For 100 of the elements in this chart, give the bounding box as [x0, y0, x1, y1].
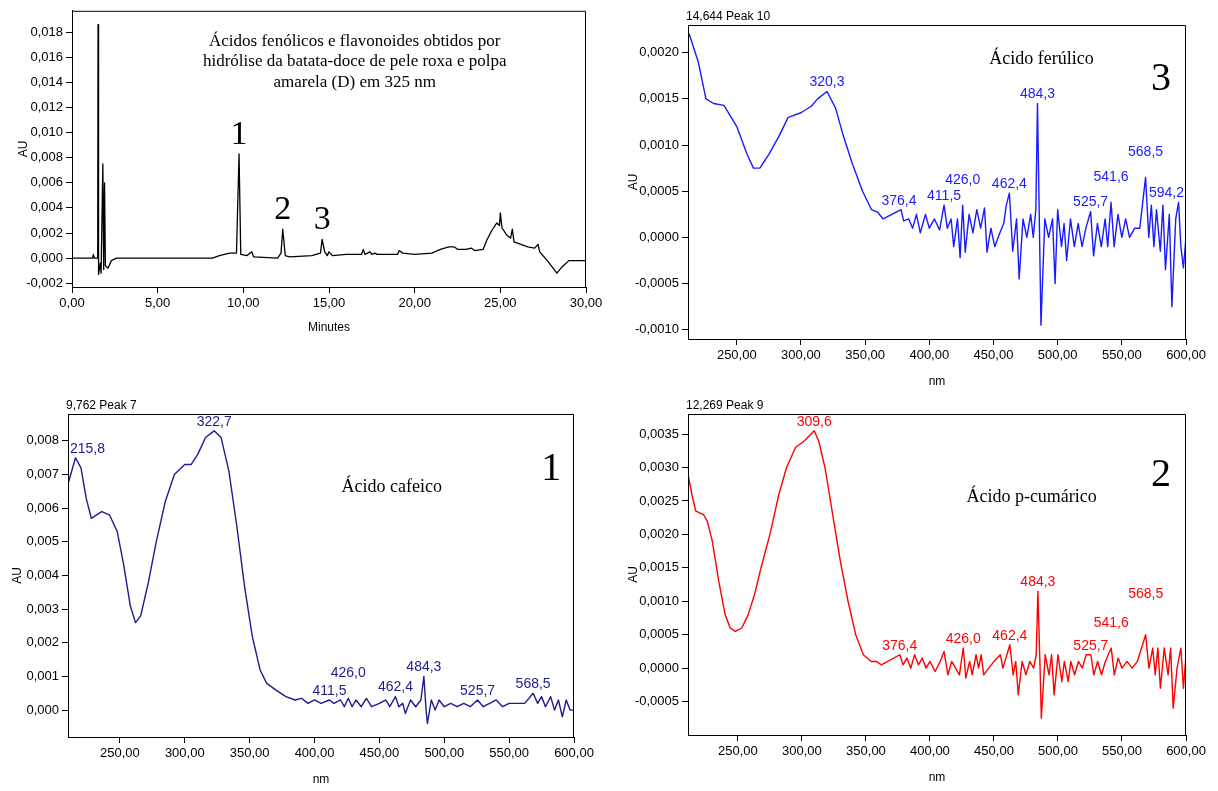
- x-axis-title: nm: [312, 772, 330, 787]
- y-tick-label: 0,012: [30, 99, 63, 115]
- x-tick-label: 5,00: [145, 295, 171, 311]
- y-tick-label: 0,0000: [639, 228, 679, 244]
- y-axis-title: AU: [9, 567, 24, 584]
- annotation: 462,4: [992, 626, 1028, 643]
- x-tick-label: 250,00: [718, 743, 758, 759]
- y-axis-title: AU: [15, 140, 30, 158]
- x-tick-label: 350,00: [229, 745, 270, 761]
- chart-title: 9,762 Peak 7: [66, 398, 138, 413]
- x-tick-label: 600,00: [1166, 743, 1206, 759]
- annotation: 525,7: [1073, 636, 1109, 653]
- x-axis-title: nm: [928, 770, 946, 785]
- chart-title: 14,644 Peak 10: [686, 9, 771, 24]
- annotation: 426,0: [945, 629, 981, 646]
- y-tick-label: 0,005: [26, 533, 59, 549]
- annotation: 462,4: [991, 174, 1028, 191]
- y-tick-label: 0,0005: [639, 626, 679, 642]
- y-tick-label: 0,006: [26, 499, 59, 515]
- annotation: Ácido p-cumárico: [966, 484, 1097, 506]
- x-tick-label: 20,00: [398, 295, 431, 311]
- annotation: 426,0: [330, 664, 366, 681]
- x-tick-label: 550,00: [1101, 347, 1142, 363]
- x-tick-label: 450,00: [973, 347, 1014, 363]
- annotation: 376,4: [881, 191, 917, 208]
- annotation: 411,5: [927, 186, 962, 203]
- annotation: 3: [1151, 54, 1172, 100]
- y-tick-label: 0,003: [26, 600, 59, 616]
- x-axis-title: Minutes: [307, 320, 351, 335]
- x-tick-label: 250,00: [100, 745, 140, 761]
- annotation: 541,6: [1093, 613, 1129, 630]
- annotation: Ácidos fenólicos e flavonoides obtidos por hidrólise da batata-doce de pele roxa e polpa amarela (D) em 325 nm: [202, 30, 507, 91]
- y-axis-title: AU: [625, 566, 640, 583]
- y-tick-label: -0,0005: [634, 275, 679, 291]
- annotation: 568,5: [515, 675, 551, 692]
- annotation: 1: [230, 113, 248, 151]
- x-tick-label: 550,00: [489, 745, 530, 761]
- annotation: 1: [541, 444, 562, 490]
- annotation: 426,0: [945, 170, 981, 187]
- annotation: 322,7: [196, 412, 232, 429]
- y-tick-label: 0,000: [30, 249, 63, 265]
- y-tick-label: 0,006: [30, 174, 63, 190]
- annotation: 376,4: [882, 636, 918, 653]
- x-tick-label: 450,00: [974, 743, 1014, 759]
- y-tick-label: 0,0035: [639, 425, 679, 441]
- chart-title: 12,269 Peak 9: [686, 398, 764, 413]
- x-axis-title: nm: [928, 374, 946, 389]
- x-tick-label: 15,00: [312, 295, 346, 311]
- y-tick-label: 0,0005: [639, 182, 679, 198]
- annotation: 525,7: [1073, 193, 1109, 210]
- y-tick-label: 0,0020: [639, 525, 679, 541]
- y-tick-label: 0,0020: [639, 44, 679, 60]
- annotation: 309,6: [796, 412, 832, 429]
- annotation: 594,2: [1148, 184, 1185, 201]
- y-tick-label: 0,010: [30, 124, 63, 140]
- y-tick-label: 0,0030: [639, 459, 679, 475]
- x-tick-label: 300,00: [782, 743, 822, 759]
- x-tick-label: 600,00: [1166, 347, 1206, 363]
- y-tick-label: 0,002: [30, 224, 63, 240]
- x-tick-label: 550,00: [1102, 743, 1142, 759]
- y-tick-label: 0,000: [26, 701, 59, 717]
- x-tick-label: 10,00: [227, 295, 260, 311]
- y-tick-label: 0,008: [30, 149, 63, 165]
- y-tick-label: -0,0010: [634, 321, 679, 337]
- x-tick-label: 500,00: [1038, 743, 1078, 759]
- y-tick-label: 0,018: [30, 23, 63, 39]
- annotation: 568,5: [1128, 584, 1164, 601]
- annotation: 2: [274, 189, 292, 227]
- annotation: 568,5: [1128, 143, 1164, 160]
- y-tick-label: 0,0015: [639, 559, 679, 575]
- annotation: 3: [313, 199, 331, 237]
- x-tick-label: 400,00: [909, 347, 950, 363]
- x-tick-label: 450,00: [359, 745, 400, 761]
- y-tick-label: 0,016: [30, 48, 63, 64]
- x-tick-label: 500,00: [1037, 347, 1078, 363]
- x-tick-label: 350,00: [846, 743, 886, 759]
- annotation: 2: [1151, 450, 1172, 496]
- y-axis-title: AU: [625, 173, 640, 191]
- annotation: 484,3: [1019, 85, 1056, 102]
- x-tick-label: 0,00: [59, 295, 85, 311]
- x-tick-label: 400,00: [294, 745, 335, 761]
- y-tick-label: -0,002: [26, 274, 63, 290]
- x-tick-label: 250,00: [716, 347, 757, 363]
- x-tick-label: 500,00: [424, 745, 465, 761]
- annotation: Ácido cafeico: [341, 475, 443, 497]
- x-tick-label: 350,00: [845, 347, 886, 363]
- y-tick-label: 0,0025: [639, 492, 679, 508]
- annotation: 320,3: [809, 73, 845, 90]
- y-tick-label: 0,0010: [639, 136, 679, 152]
- x-tick-label: 300,00: [781, 347, 821, 363]
- x-tick-label: 400,00: [910, 743, 950, 759]
- annotation: 215,8: [70, 439, 106, 456]
- y-tick-label: -0,0005: [634, 693, 679, 709]
- x-tick-label: 300,00: [164, 745, 205, 761]
- y-tick-label: 0,0015: [639, 90, 679, 106]
- annotation: 484,3: [1020, 573, 1056, 590]
- x-tick-label: 600,00: [554, 745, 594, 761]
- annotation: 541,6: [1093, 168, 1129, 185]
- y-tick-label: 0,001: [26, 668, 59, 684]
- annotation: 411,5: [312, 681, 347, 698]
